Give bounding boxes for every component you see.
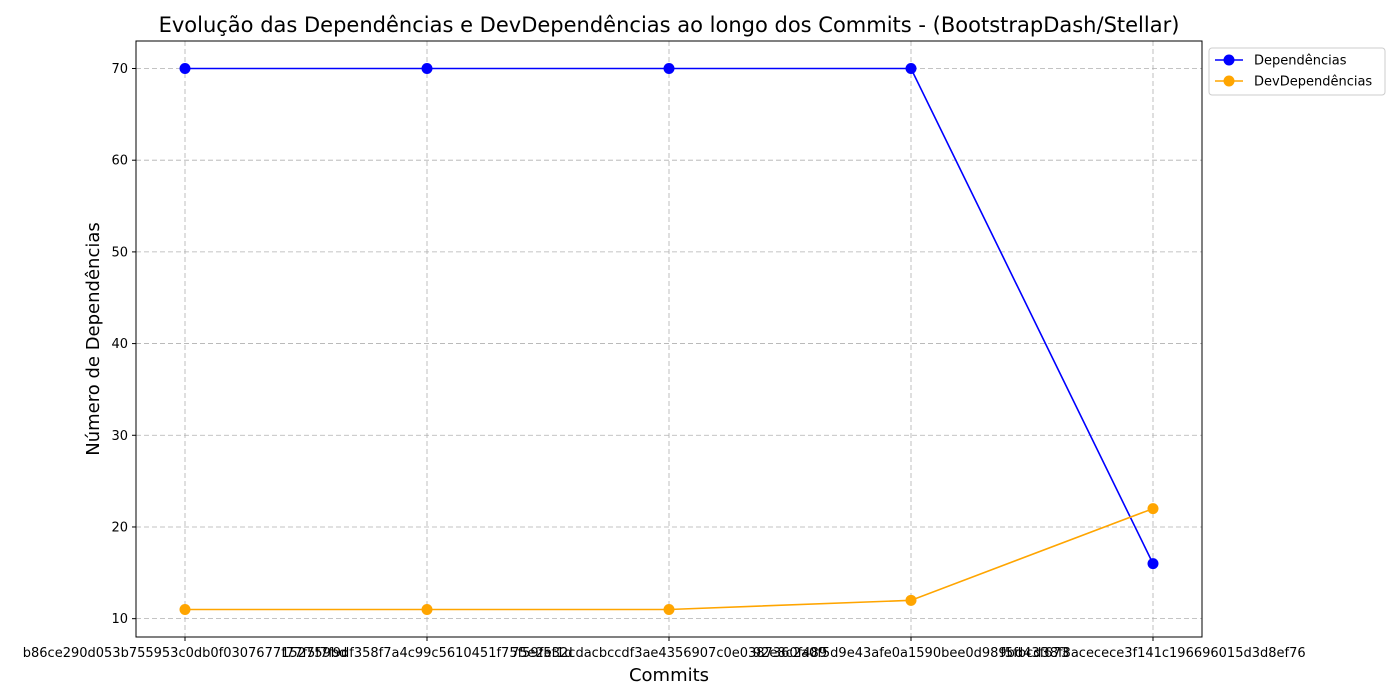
y-tick-label: 30: [111, 429, 128, 444]
x-axis-ticks: b86ce290d053b755953c0db0f0307677152759bd…: [23, 637, 1306, 661]
y-tick-label: 50: [111, 245, 128, 260]
series-0-point: [179, 63, 191, 75]
y-tick-label: 20: [111, 520, 128, 535]
y-tick-label: 10: [111, 612, 128, 627]
series-1-point: [663, 603, 675, 615]
series-1-point: [421, 603, 433, 615]
series-0-point: [1147, 558, 1159, 570]
x-axis-title: Commits: [629, 665, 709, 686]
legend-marker-1: [1223, 75, 1235, 87]
grid-lines: [136, 41, 1202, 637]
y-tick-label: 40: [111, 337, 128, 352]
y-axis-ticks: 10 20 30 40 50 60 70: [111, 62, 136, 627]
legend: Dependências DevDependências: [1208, 47, 1386, 96]
series-1-point: [179, 603, 191, 615]
legend-marker-0: [1223, 54, 1235, 66]
legend-label-0: Dependências: [1254, 54, 1347, 69]
series-0-point: [421, 63, 433, 75]
x-tick-label: 92e8c2a0f5d9e43afe0a1590bee0d989bd43f673: [753, 646, 1069, 661]
legend-box: [1208, 47, 1386, 96]
x-tick-label: b86ce290d053b755953c0db0f0307677152759bd: [23, 646, 348, 661]
y-tick-label: 70: [111, 62, 128, 77]
series-0-point: [663, 63, 675, 75]
y-tick-label: 60: [111, 154, 128, 169]
series-0-point: [905, 63, 917, 75]
y-axis-title: Número de Dependências: [83, 222, 104, 456]
series-lines: [179, 63, 1159, 615]
chart-title: Evolução das Dependências e DevDependênc…: [159, 13, 1180, 37]
x-tick-label: 75e2e32cdacbccdf3ae4356907c0e0387360f489: [511, 646, 827, 661]
x-tick-label: f5fbcd38f8acecece3f141c196696015d3d8ef76: [1000, 646, 1305, 661]
legend-label-1: DevDependências: [1254, 75, 1372, 90]
x-tick-label: f77f5f7f9df358f7a4c99c5610451f75f59f5f1d: [281, 646, 572, 661]
series-1-point: [1147, 503, 1159, 515]
series-1-point: [905, 594, 917, 606]
